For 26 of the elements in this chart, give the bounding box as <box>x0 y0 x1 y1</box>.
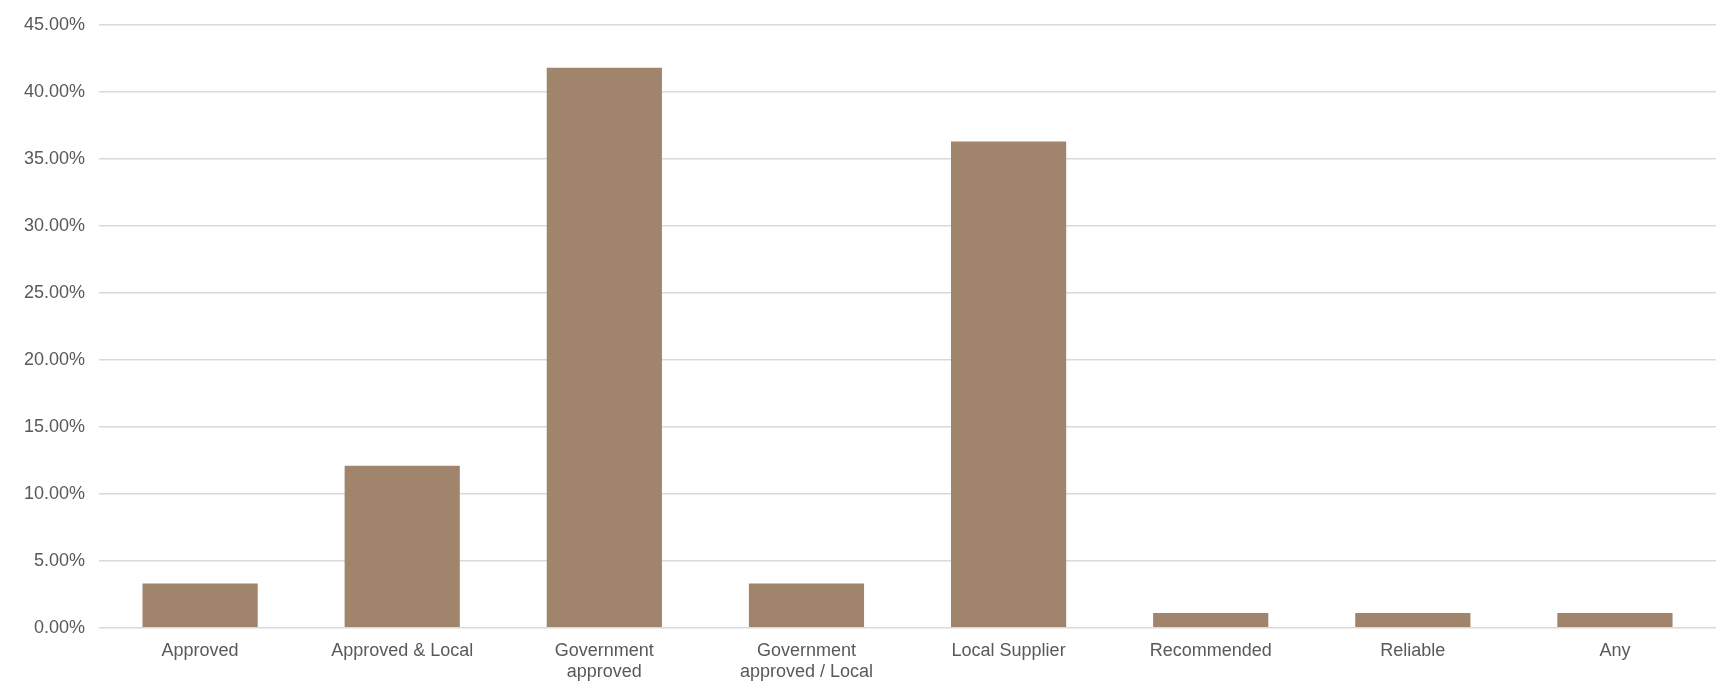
y-tick-label: 40.00% <box>23 80 86 101</box>
y-tick-label: 5.00% <box>34 549 86 570</box>
y-tick-label: 25.00% <box>23 281 86 302</box>
bar <box>1355 613 1471 628</box>
x-tick-label: Government approved <box>554 639 654 682</box>
x-tick-label: Approved & Local <box>331 639 474 660</box>
y-tick-label: 20.00% <box>23 348 86 369</box>
x-tick-label: Reliable <box>1380 639 1446 660</box>
bar <box>344 465 460 628</box>
bar <box>748 583 865 628</box>
bar <box>546 67 662 628</box>
y-tick-label: 15.00% <box>23 415 86 436</box>
x-tick-label: Any <box>1599 639 1631 660</box>
y-tick-label: 35.00% <box>23 147 86 168</box>
bar <box>1557 613 1673 628</box>
y-tick-label: 10.00% <box>23 482 86 503</box>
bar <box>1153 613 1269 628</box>
x-tick-label: Government approved / Local <box>739 639 874 682</box>
x-tick-label: Local Supplier <box>951 639 1066 660</box>
y-tick-label: 30.00% <box>23 214 86 235</box>
x-tick-label: Recommended <box>1149 639 1272 660</box>
bar <box>950 141 1067 628</box>
x-tick-label: Approved <box>161 639 239 660</box>
bar <box>142 583 258 628</box>
y-tick-label: 45.00% <box>23 13 86 34</box>
y-tick-label: 0.00% <box>34 616 86 637</box>
